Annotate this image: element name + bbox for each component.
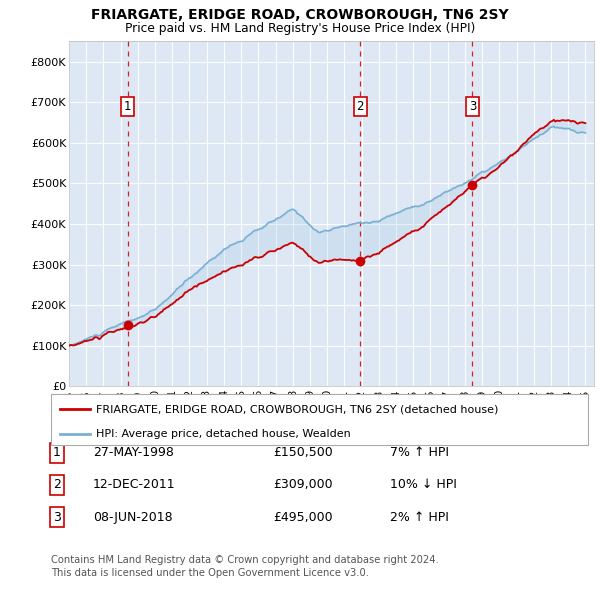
- Text: 1: 1: [124, 100, 131, 113]
- Text: 3: 3: [469, 100, 476, 113]
- Text: 2: 2: [53, 478, 61, 491]
- Text: 27-MAY-1998: 27-MAY-1998: [93, 446, 174, 459]
- Text: £150,500: £150,500: [273, 446, 333, 459]
- Text: £495,000: £495,000: [273, 511, 332, 524]
- Text: HPI: Average price, detached house, Wealden: HPI: Average price, detached house, Weal…: [96, 429, 351, 439]
- Text: 08-JUN-2018: 08-JUN-2018: [93, 511, 173, 524]
- Text: 2: 2: [356, 100, 364, 113]
- Text: £309,000: £309,000: [273, 478, 332, 491]
- Text: Contains HM Land Registry data © Crown copyright and database right 2024.
This d: Contains HM Land Registry data © Crown c…: [51, 555, 439, 578]
- Text: FRIARGATE, ERIDGE ROAD, CROWBOROUGH, TN6 2SY: FRIARGATE, ERIDGE ROAD, CROWBOROUGH, TN6…: [91, 8, 509, 22]
- Text: 12-DEC-2011: 12-DEC-2011: [93, 478, 176, 491]
- Text: 1: 1: [53, 446, 61, 459]
- Text: 7% ↑ HPI: 7% ↑ HPI: [390, 446, 449, 459]
- Text: 10% ↓ HPI: 10% ↓ HPI: [390, 478, 457, 491]
- Text: 3: 3: [53, 511, 61, 524]
- Text: 2% ↑ HPI: 2% ↑ HPI: [390, 511, 449, 524]
- Text: FRIARGATE, ERIDGE ROAD, CROWBOROUGH, TN6 2SY (detached house): FRIARGATE, ERIDGE ROAD, CROWBOROUGH, TN6…: [96, 404, 499, 414]
- Text: Price paid vs. HM Land Registry's House Price Index (HPI): Price paid vs. HM Land Registry's House …: [125, 22, 475, 35]
